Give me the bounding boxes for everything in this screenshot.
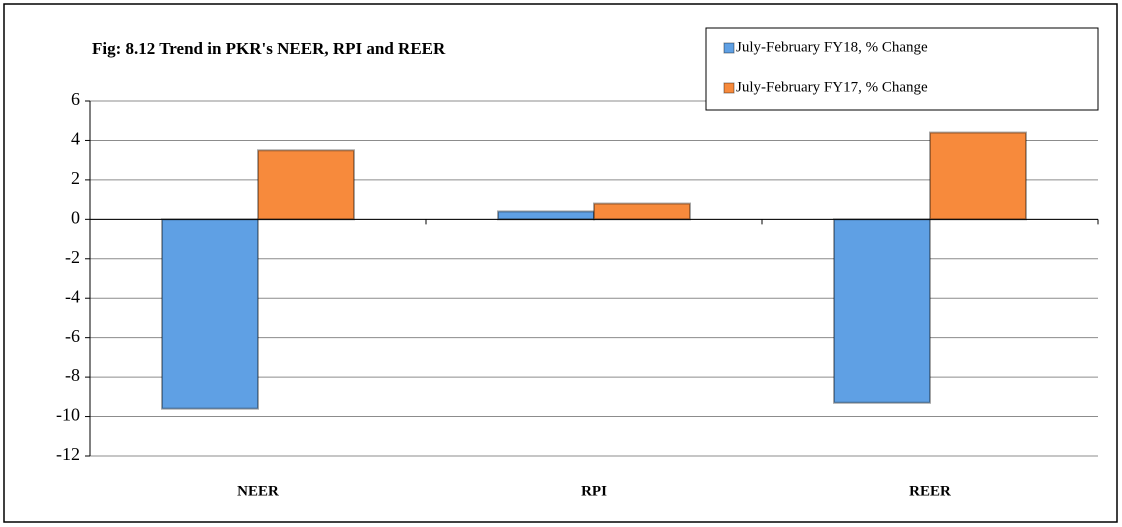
x-tick-label: NEER [237,483,279,499]
bar [497,210,595,221]
y-tick-label: -12 [56,444,80,464]
y-tick-label: 0 [71,207,80,227]
bar [257,149,355,221]
x-tick-label: RPI [581,483,607,499]
bar [593,202,691,221]
legend-label: July-February FY17, % Change [736,79,928,95]
legend-swatch [723,82,735,94]
y-tick-label: 2 [71,168,80,188]
y-tick-label: 4 [71,129,80,149]
y-tick-label: -6 [65,326,80,346]
y-tick-label: -10 [56,405,80,425]
y-tick-label: -8 [65,365,80,385]
y-tick-label: -4 [65,286,80,306]
y-tick-label: -2 [65,247,80,267]
legend-box [705,27,1099,111]
legend-swatch [723,42,735,54]
chart-title: Fig: 8.12 Trend in PKR's NEER, RPI and R… [92,39,446,58]
bar [161,218,259,410]
bar [929,131,1027,221]
x-tick-label: REER [909,483,951,499]
y-tick-label: 6 [71,89,80,109]
legend-label: July-February FY18, % Change [736,39,928,55]
bar [833,218,931,404]
